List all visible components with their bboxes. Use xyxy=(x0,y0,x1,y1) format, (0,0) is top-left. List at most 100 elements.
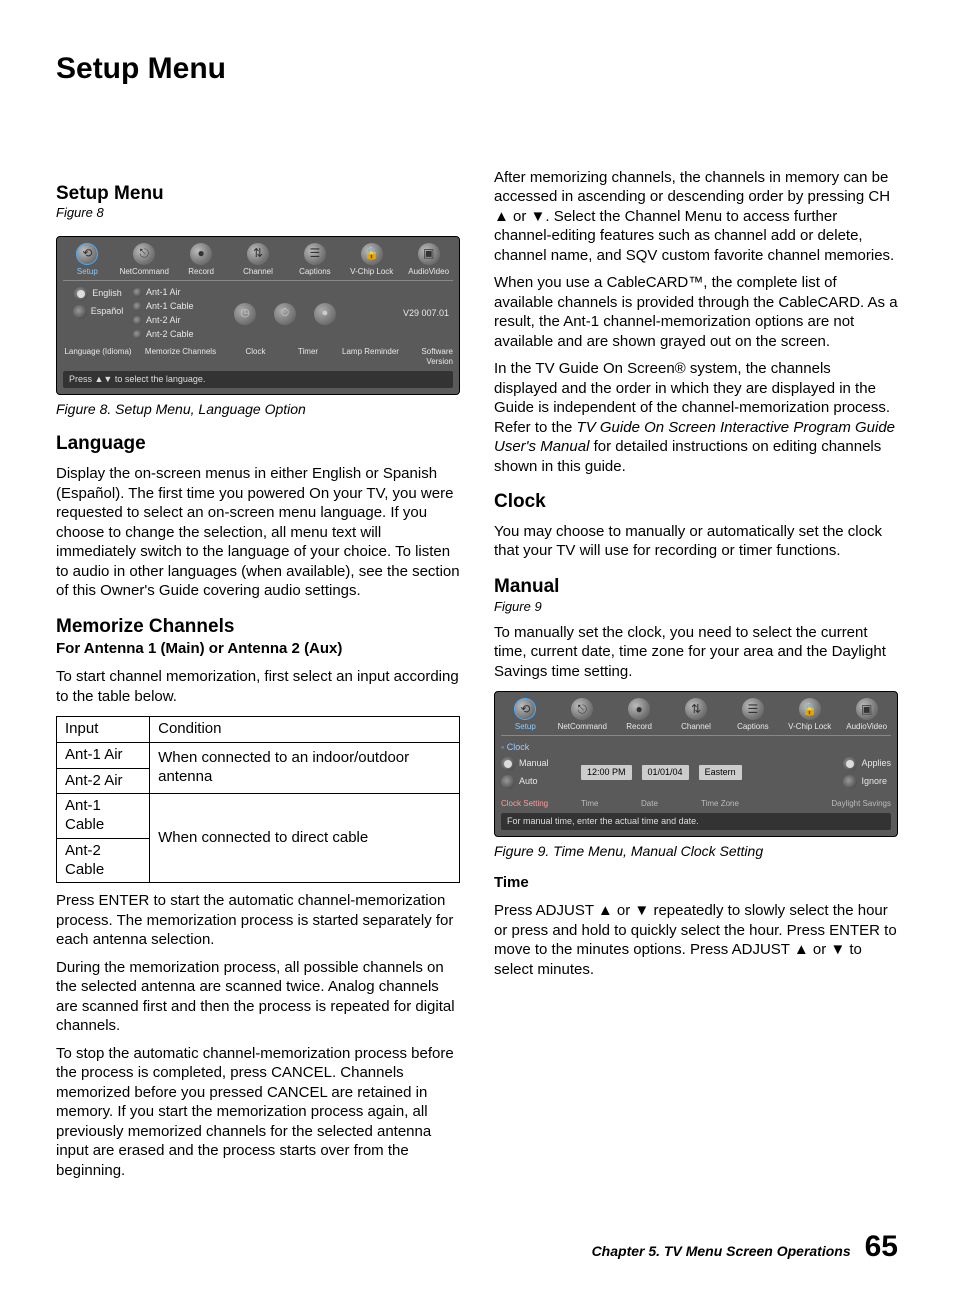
time-field: 12:00 PM xyxy=(581,765,632,780)
input-condition-table: Input Condition Ant-1 Air When connected… xyxy=(56,716,460,883)
figure-9-screenshot: ⟲Setup ⎋NetCommand ●Record ⇅Channel ☰Cap… xyxy=(494,691,898,837)
mem-label: Ant-2 Cable xyxy=(146,329,194,340)
paragraph-after-mem: After memorizing channels, the channels … xyxy=(494,168,898,266)
heading-memorize: Memorize Channels xyxy=(56,615,460,639)
captions-tab-icon: ☰ xyxy=(304,243,326,265)
channel-tab-icon: ⇅ xyxy=(247,243,269,265)
heading-time: Time xyxy=(494,874,898,893)
tab-label: Record xyxy=(626,722,652,732)
vchip-tab-icon: 🔒 xyxy=(799,698,821,720)
bl: Timer xyxy=(283,347,333,367)
td: When connected to direct cable xyxy=(150,794,460,883)
tab-label: Setup xyxy=(77,267,98,277)
td: Ant-1 Air xyxy=(57,742,150,768)
td: Ant-2 Cable xyxy=(57,838,150,883)
radio-ignore-icon xyxy=(843,775,857,789)
vchip-tab-icon: 🔒 xyxy=(361,243,383,265)
subheading-antenna: For Antenna 1 (Main) or Antenna 2 (Aux) xyxy=(56,640,460,659)
heading-language: Language xyxy=(56,432,460,456)
page-title: Setup Menu xyxy=(56,50,898,88)
tab-label: NetCommand xyxy=(120,267,169,277)
page-footer: Chapter 5. TV Menu Screen Operations 65 xyxy=(56,1228,898,1266)
radio-icon xyxy=(133,302,142,311)
tab-label: V-Chip Lock xyxy=(350,267,393,277)
clock-icon: ◷ xyxy=(234,303,256,325)
channel-tab-icon: ⇅ xyxy=(685,698,707,720)
th-input: Input xyxy=(57,717,150,743)
tab-label: AudioVideo xyxy=(846,722,887,732)
heading-setup-menu: Setup Menu xyxy=(56,182,460,206)
fig9-tabs: ⟲Setup ⎋NetCommand ●Record ⇅Channel ☰Cap… xyxy=(501,698,891,736)
paragraph-time: Press ADJUST ▲ or ▼ repeatedly to slowly… xyxy=(494,901,898,979)
radio-icon xyxy=(133,330,142,339)
english-label: English xyxy=(92,288,122,299)
mem-label: Ant-1 Air xyxy=(146,287,181,298)
tab-label: AudioVideo xyxy=(408,267,449,277)
bl: Clock xyxy=(228,347,283,367)
fig9-hint: For manual time, enter the actual time a… xyxy=(501,813,891,830)
language-options: English Español xyxy=(63,287,133,341)
bl: Language (Idioma) xyxy=(63,347,133,367)
left-column: Setup Menu Figure 8 ⟲ Setup ⎋ NetCommand ●… xyxy=(56,168,460,1181)
figure-8-caption: Figure 8. Setup Menu, Language Option xyxy=(56,401,460,419)
ignore-label: Ignore xyxy=(861,776,887,787)
heading-clock: Clock xyxy=(494,490,898,514)
radio-manual-icon xyxy=(501,757,515,771)
radio-espanol-icon xyxy=(73,305,87,319)
heading-manual: Manual xyxy=(494,575,898,599)
timer-icon: ⏱ xyxy=(274,303,296,325)
td: Ant-2 Air xyxy=(57,768,150,794)
netcommand-tab-icon: ⎋ xyxy=(571,698,593,720)
record-tab-icon: ● xyxy=(628,698,650,720)
record-tab-icon: ● xyxy=(190,243,212,265)
auto-label: Auto xyxy=(519,776,538,787)
figure-8-ref: Figure 8 xyxy=(56,205,460,221)
paragraph-mem2: Press ENTER to start the automatic chann… xyxy=(56,891,460,950)
bl: Daylight Savings xyxy=(771,799,891,809)
figure-9-caption: Figure 9. Time Menu, Manual Clock Settin… xyxy=(494,843,898,861)
tab-label: Record xyxy=(188,267,214,277)
memorize-options: Ant-1 Air Ant-1 Cable Ant-2 Air Ant-2 Ca… xyxy=(133,287,228,341)
tab-label: V-Chip Lock xyxy=(788,722,831,732)
bl: Date xyxy=(641,799,701,809)
audiovideo-tab-icon: ▣ xyxy=(856,698,878,720)
fig8-bottom-labels: Language (Idioma) Memorize Channels Cloc… xyxy=(63,347,453,367)
radio-english-icon xyxy=(74,287,88,301)
radio-applies-icon xyxy=(843,757,857,771)
th-condition: Condition xyxy=(150,717,460,743)
td: When connected to an indoor/outdoor ante… xyxy=(150,742,460,794)
tab-label: Channel xyxy=(681,722,711,732)
lamp-icon: ● xyxy=(314,303,336,325)
paragraph-mem-intro: To start channel memorization, first sel… xyxy=(56,667,460,706)
captions-tab-icon: ☰ xyxy=(742,698,764,720)
tz-field: Eastern xyxy=(699,765,742,780)
paragraph-cablecard: When you use a CableCARD™, the complete … xyxy=(494,273,898,351)
paragraph-clock: You may choose to manually or automatica… xyxy=(494,522,898,561)
clock-label: Clock xyxy=(507,742,530,752)
bl: Time Zone xyxy=(701,799,771,809)
paragraph-mem4: To stop the automatic channel-memorizati… xyxy=(56,1044,460,1181)
applies-label: Applies xyxy=(861,758,891,769)
version-label: V29 007.01 xyxy=(403,308,449,319)
bl: Software Version xyxy=(408,347,453,367)
figure-9-ref: Figure 9 xyxy=(494,599,898,615)
clock-fields: 12:00 PM 01/01/04 Eastern xyxy=(581,765,742,780)
setup-tab-icon: ⟲ xyxy=(76,243,98,265)
tab-label: Setup xyxy=(515,722,536,732)
right-column: After memorizing channels, the channels … xyxy=(494,168,898,1181)
radio-auto-icon xyxy=(501,775,515,789)
paragraph-tvguide: In the TV Guide On Screen® system, the c… xyxy=(494,359,898,476)
mem-label: Ant-2 Air xyxy=(146,315,181,326)
radio-icon xyxy=(133,316,142,325)
tab-label: Channel xyxy=(243,267,273,277)
tab-label: Captions xyxy=(737,722,769,732)
audiovideo-tab-icon: ▣ xyxy=(418,243,440,265)
bl: Time xyxy=(581,799,641,809)
page-number: 65 xyxy=(865,1228,898,1266)
manual-label: Manual xyxy=(519,758,549,769)
figure-8-screenshot: ⟲Setup ⎋NetCommand ●Record ⇅Channel ☰Cap… xyxy=(56,236,460,395)
bl: Clock Setting xyxy=(501,799,581,809)
radio-icon xyxy=(133,288,142,297)
fig8-mid-icons: ◷ ⏱ ● xyxy=(234,287,336,341)
netcommand-tab-icon: ⎋ xyxy=(133,243,155,265)
